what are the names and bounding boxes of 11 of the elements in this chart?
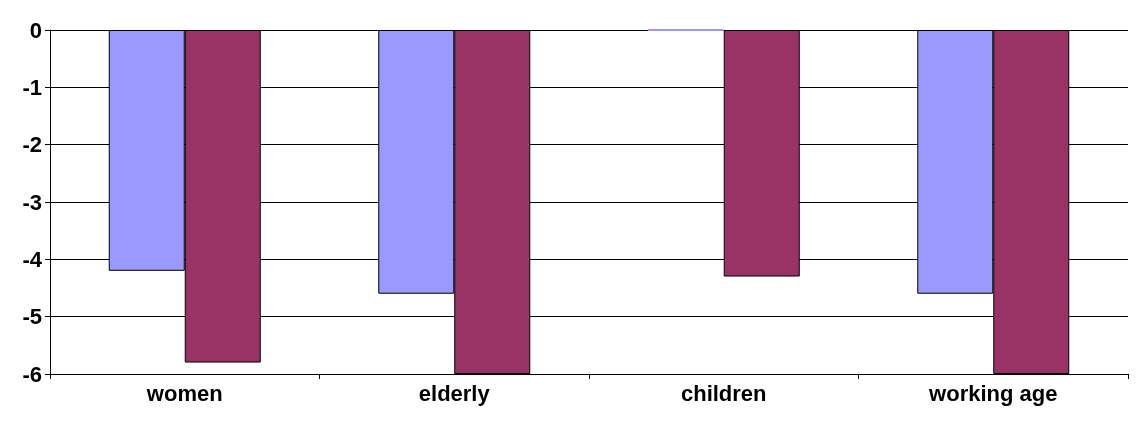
y-tick-label: 0: [29, 17, 42, 43]
x-tick-label: children: [680, 380, 767, 406]
y-tick-label: -4: [22, 246, 43, 272]
y-tick-label: -6: [22, 361, 42, 387]
x-tick-label: women: [145, 380, 223, 406]
x-tick-label: working age: [928, 380, 1058, 406]
y-tick-label: -3: [22, 189, 42, 215]
y-tick-label: -5: [22, 304, 42, 330]
x-tick-label: elderly: [418, 380, 491, 406]
y-tick-label: -2: [22, 132, 42, 158]
y-tick-label: -1: [22, 74, 42, 100]
